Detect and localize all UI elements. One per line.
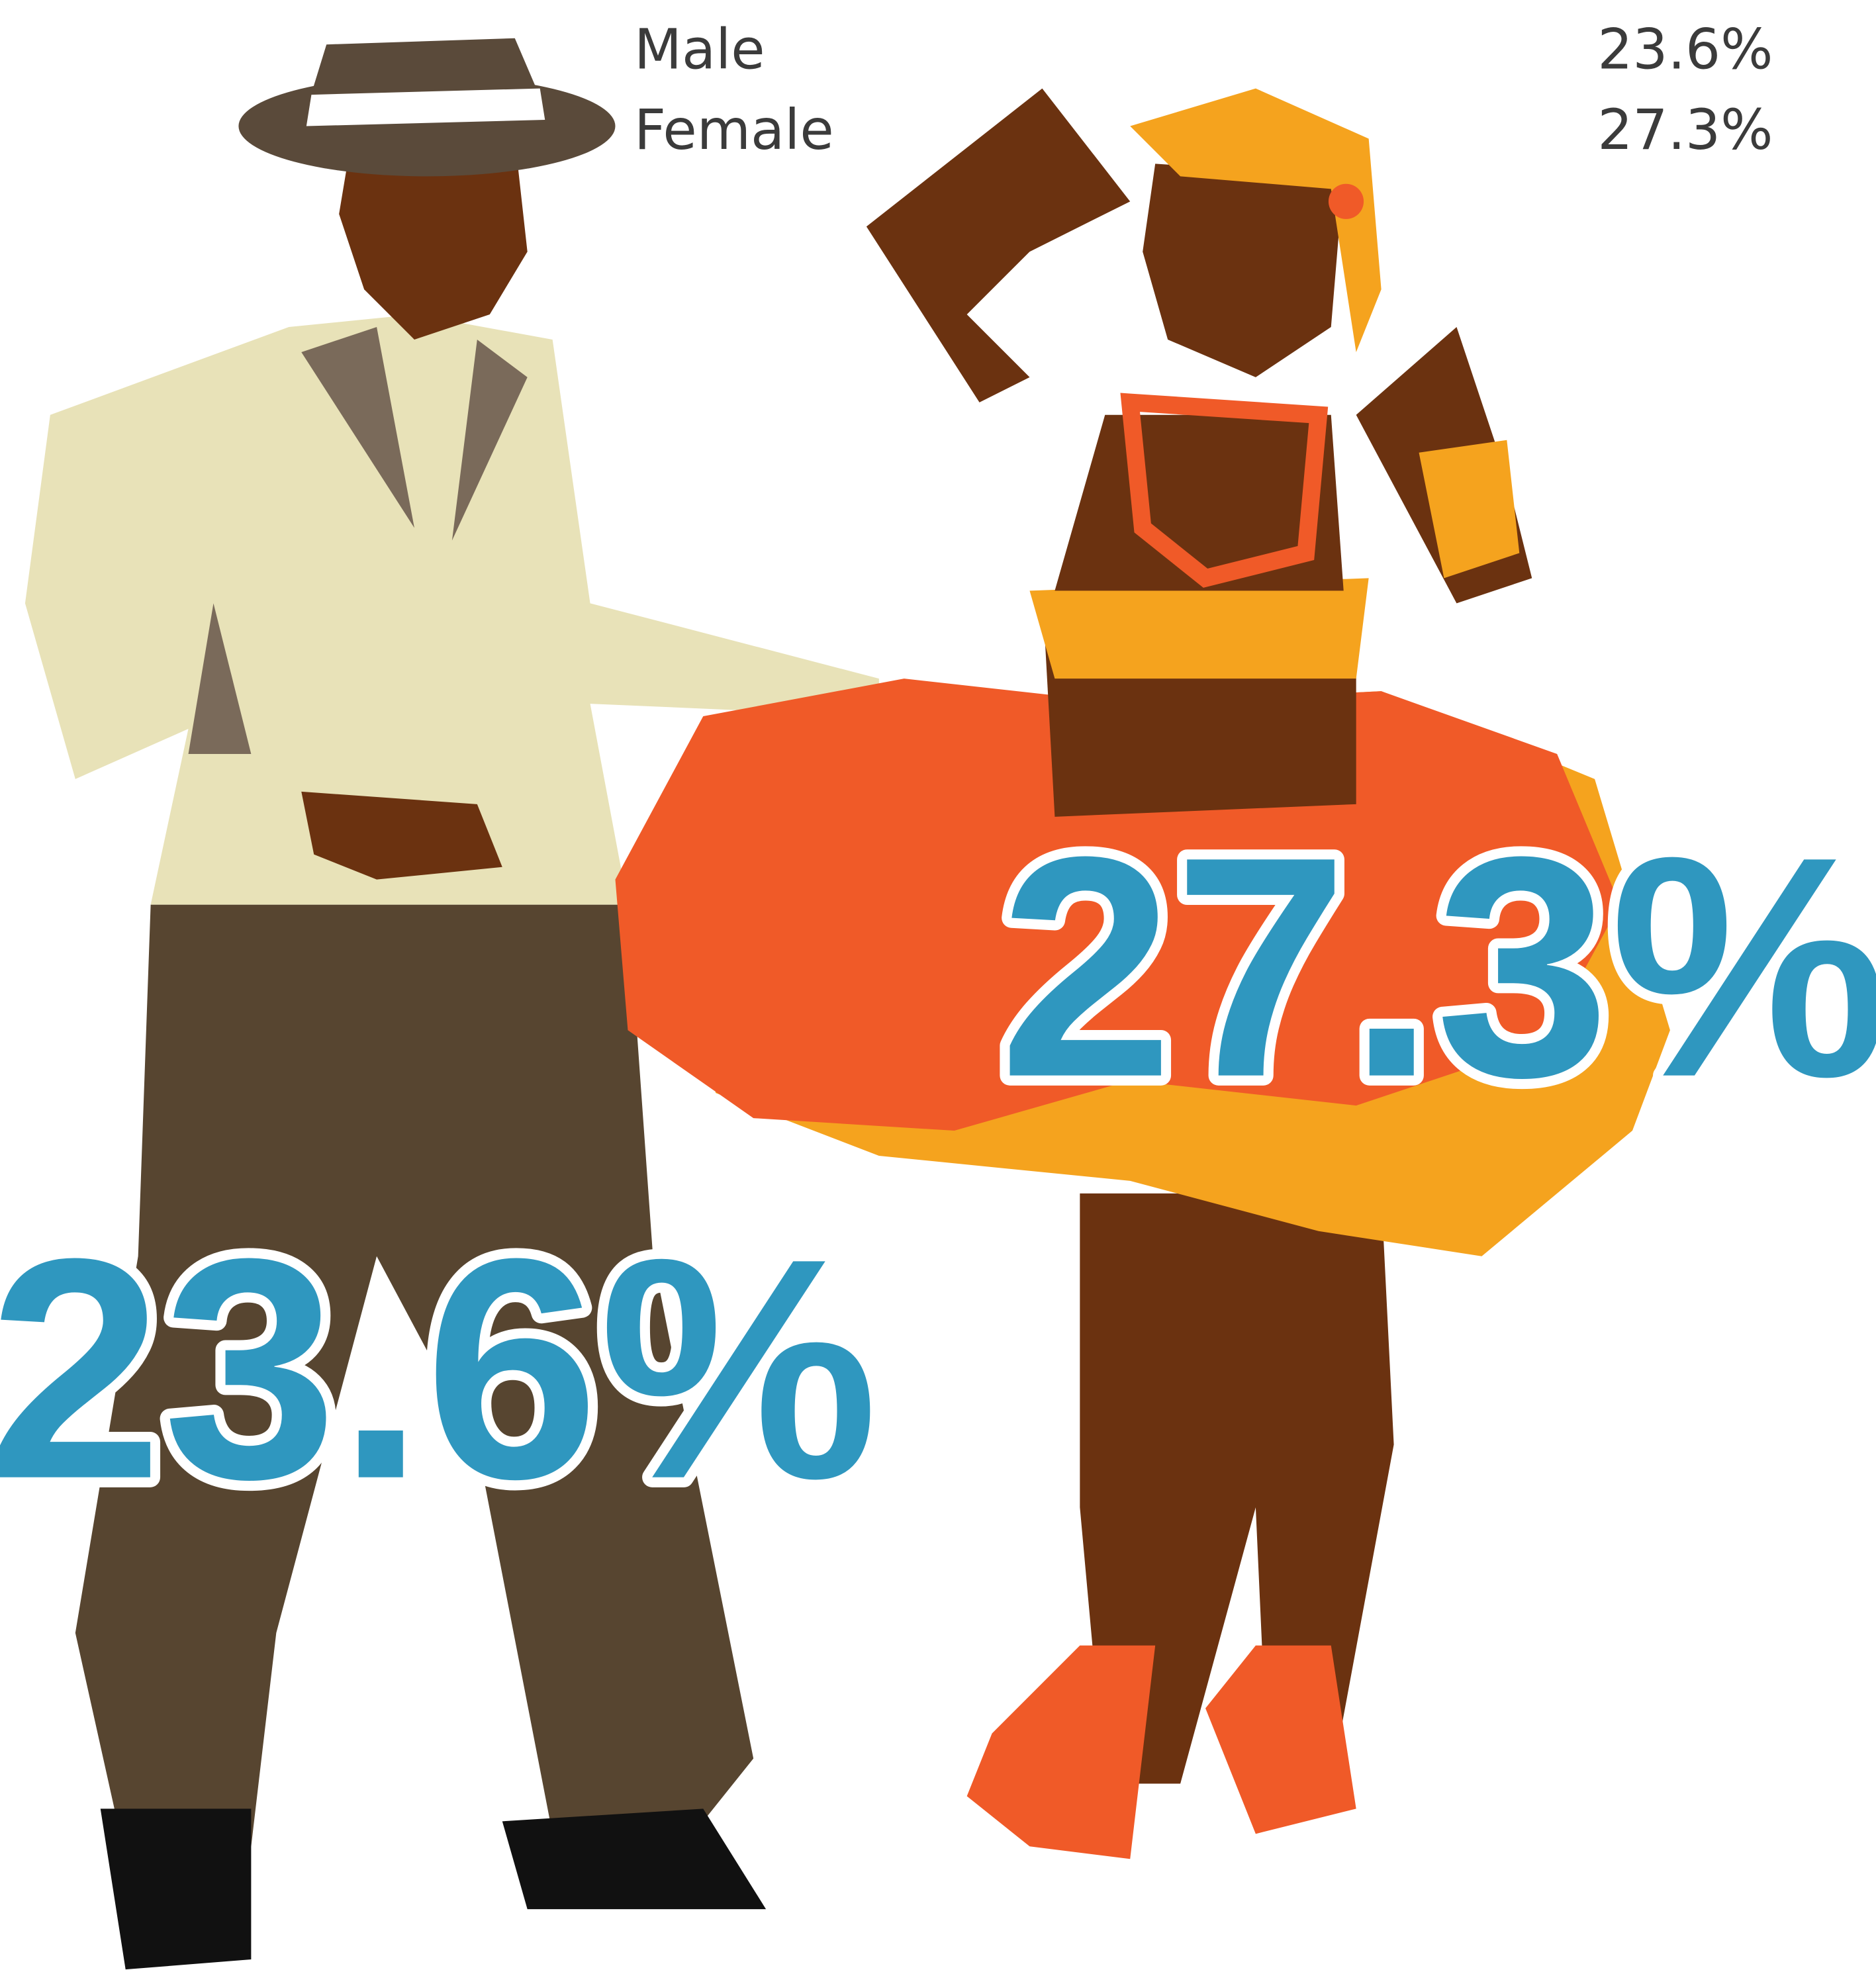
male-callout: 23.6% xyxy=(0,1194,878,1544)
page: {"table": {"rows": [["Male", "23.6%"], [… xyxy=(0,0,1876,1970)
row-value: 27.3% xyxy=(1597,98,1773,162)
row-value: 23.6% xyxy=(1597,17,1773,81)
row-label: Male xyxy=(634,17,765,81)
infographic: Male 23.6% Female 27.3% 27.3% 23.6% xyxy=(0,0,1876,1970)
female-callout: 27.3% xyxy=(999,792,1876,1143)
row-label: Female xyxy=(634,98,834,162)
